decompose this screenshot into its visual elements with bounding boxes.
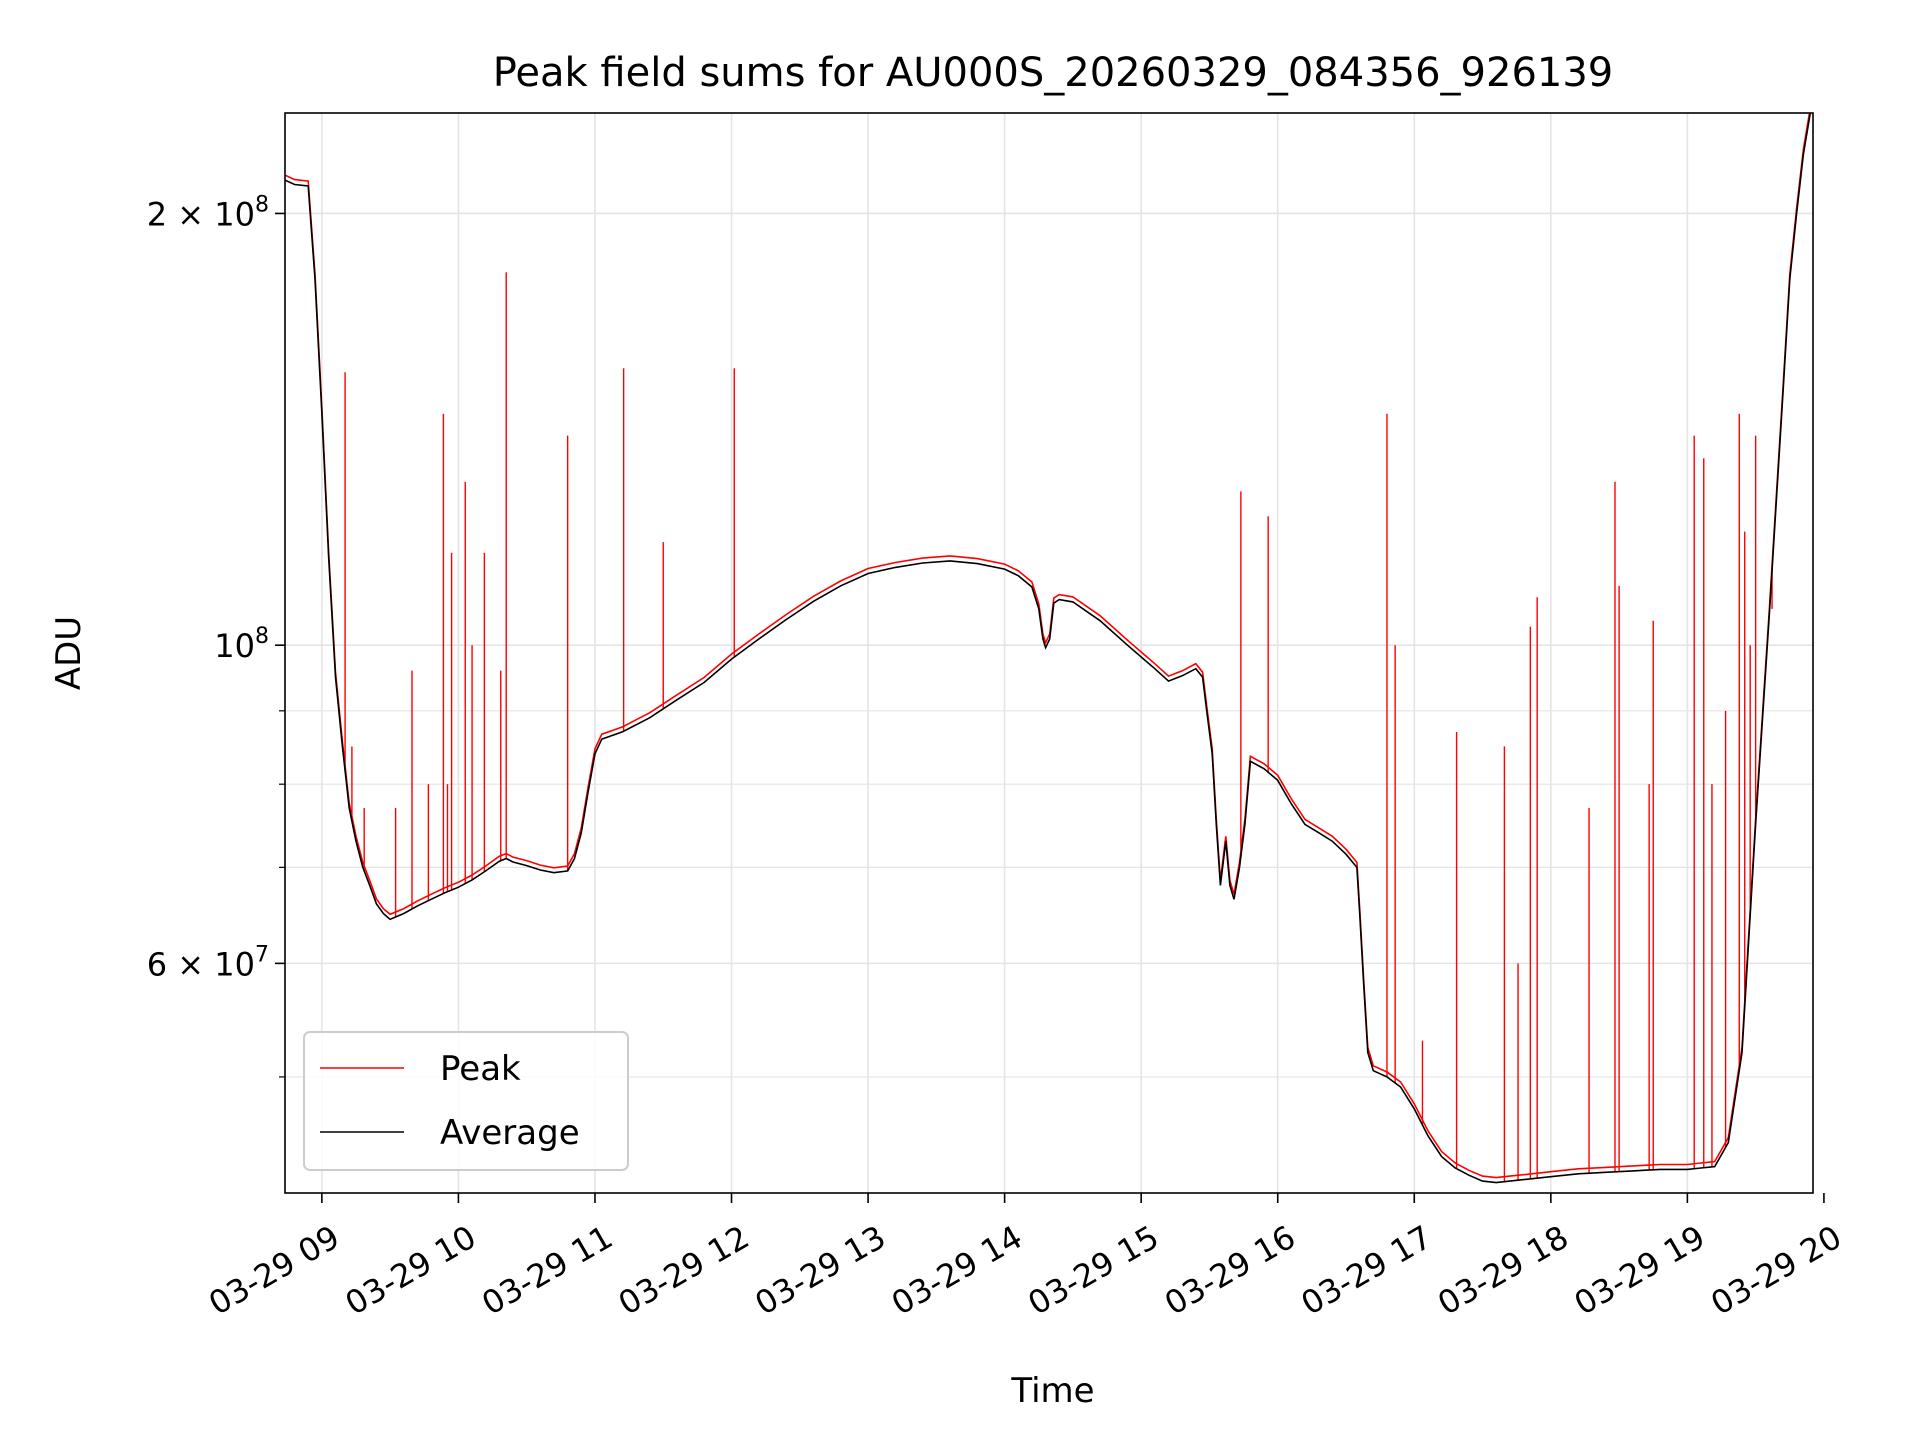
y-tick-label: 2 × 108 <box>147 192 269 233</box>
grid <box>285 113 1813 1193</box>
y-tick-label: 108 <box>214 624 269 665</box>
y-axis: 6 × 107 108 2 × 108 <box>147 192 285 1078</box>
y-axis-label: ADU <box>49 616 89 690</box>
y-tick-label: 6 × 107 <box>147 942 269 983</box>
legend: Peak Average <box>303 1031 629 1171</box>
series-line-peak <box>285 113 1811 1179</box>
legend-label-average: Average <box>440 1113 580 1153</box>
series-line-average <box>285 113 1812 1184</box>
series-layer <box>285 113 1812 1184</box>
legend-label-peak: Peak <box>440 1049 521 1089</box>
plot-frame <box>284 112 1814 1194</box>
chart-title: Peak field sums for AU000S_20260329_0843… <box>493 50 1614 96</box>
x-axis-label: Time <box>1010 1371 1094 1411</box>
legend-box <box>303 1031 629 1171</box>
